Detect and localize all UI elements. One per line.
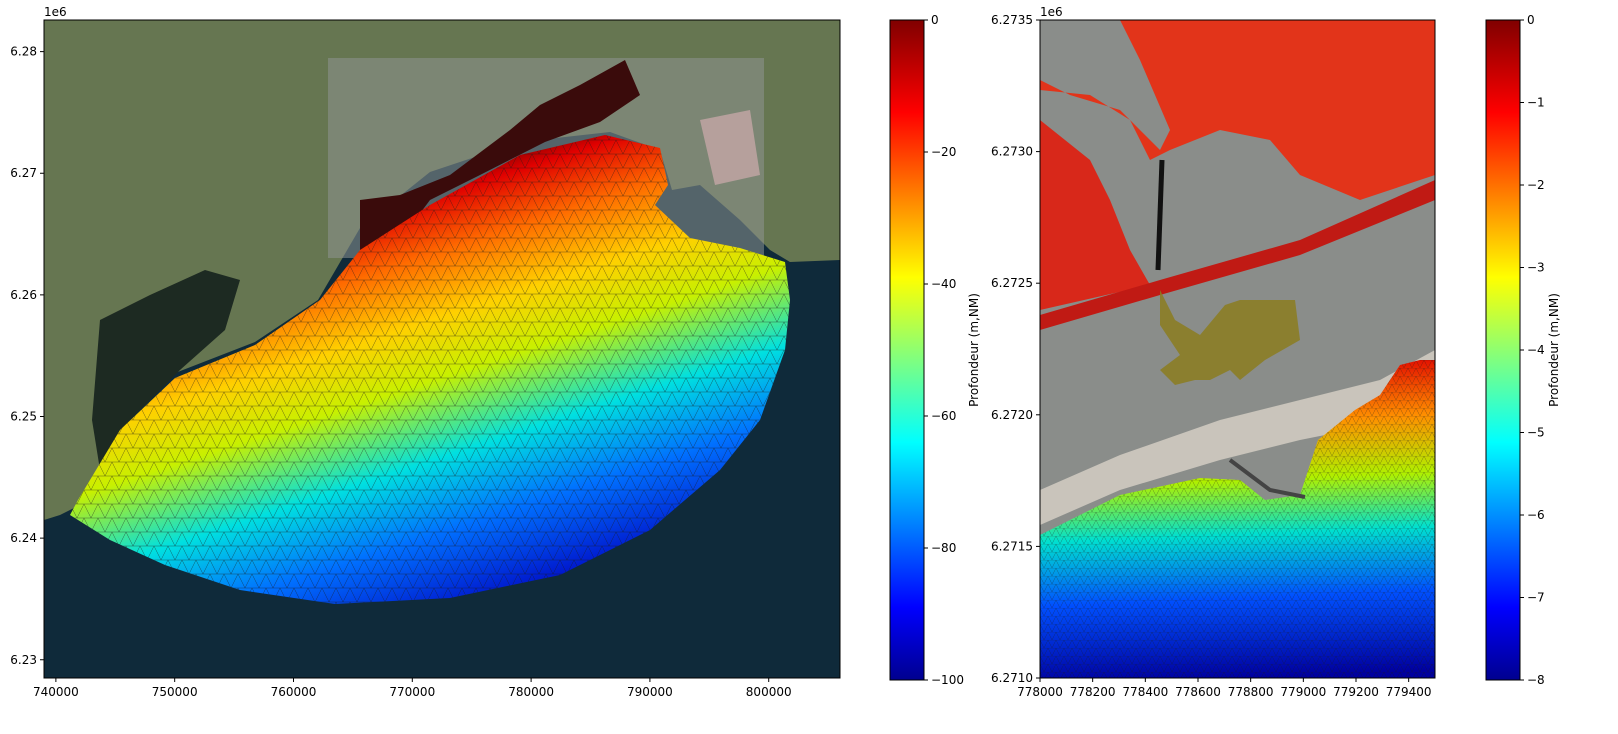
harbour-basin — [1160, 290, 1300, 385]
left-x-tick-label: 790000 — [627, 685, 673, 699]
right-x-tick-label: 779000 — [1280, 685, 1326, 699]
right-map-frame — [1039, 19, 1436, 679]
left-colorbar-label: Profondeur (m,NM) — [967, 293, 981, 407]
right-map-panel: 1e6 778000 778200 778400 778600 778800 779000… — [991, 5, 1436, 699]
left-colorbar-tick-label: −100 — [931, 673, 964, 687]
left-colorbar-tick-label: 0 — [931, 13, 939, 27]
left-colorbar-tick-label: −20 — [931, 145, 956, 159]
left-colorbar-tick-label: −40 — [931, 277, 956, 291]
right-x-tick-label: 778000 — [1017, 685, 1063, 699]
right-y-tick-label: 6.2730 — [991, 145, 1033, 159]
left-x-tick-label: 780000 — [508, 685, 554, 699]
right-colorbar-ticks: 0 −1 −2 −3 −4 −5 −6 −7 −8 — [1520, 13, 1545, 687]
right-x-tick-label: 778600 — [1175, 685, 1221, 699]
right-colorbar-tick-label: −3 — [1527, 261, 1545, 275]
right-y-tick-label: 6.2715 — [991, 539, 1033, 553]
left-x-tick-label: 770000 — [389, 685, 435, 699]
right-colorbar-tick-label: −6 — [1527, 508, 1545, 522]
beach-sand — [1040, 350, 1435, 525]
right-colorbar-tick-label: −2 — [1527, 178, 1545, 192]
right-colorbar-tick-label: −8 — [1527, 673, 1545, 687]
right-x-tick-label: 778800 — [1228, 685, 1274, 699]
left-y-tick-label: 6.27 — [10, 166, 37, 180]
left-y-tick-label: 6.23 — [10, 653, 37, 667]
right-y-tick-label: 6.2725 — [991, 276, 1033, 290]
right-y-tick-label: 6.2720 — [991, 408, 1033, 422]
right-colorbar-tick-label: −7 — [1527, 591, 1545, 605]
left-x-tick-label: 800000 — [746, 685, 792, 699]
left-x-tick-label: 760000 — [271, 685, 317, 699]
left-map-panel: 1e6 740000 750000 760000 770000 780000 790000… — [10, 5, 841, 699]
right-y-axis: 6.2710 6.2715 6.2720 6.2725 6.2730 6.2735 — [991, 13, 1040, 685]
left-colorbar: 0 −20 −40 −60 −80 −100 Profondeur (m,NM) — [889, 13, 981, 687]
left-colorbar-tick-label: −80 — [931, 541, 956, 555]
port-mesh-lines — [1040, 360, 1435, 678]
left-y-tick-label: 6.26 — [10, 288, 37, 302]
salt-pans — [700, 110, 760, 185]
right-x-tick-label: 779200 — [1333, 685, 1379, 699]
left-x-tick-label: 750000 — [152, 685, 198, 699]
right-colorbar-tick-label: −5 — [1527, 426, 1545, 440]
right-colorbar-gradient — [1486, 20, 1520, 680]
right-x-tick-label: 778400 — [1122, 685, 1168, 699]
right-x-axis: 778000 778200 778400 778600 778800 779000 7792… — [1017, 678, 1432, 699]
right-y-tick-label: 6.2710 — [991, 671, 1033, 685]
right-colorbar-tick-label: 0 — [1527, 13, 1535, 27]
bridge — [1155, 159, 1165, 271]
right-x-tick-label: 778200 — [1070, 685, 1116, 699]
right-y-tick-label: 6.2735 — [991, 13, 1033, 27]
jetty — [1228, 458, 1306, 499]
bay-mesh-lines — [70, 135, 790, 604]
right-colorbar: 0 −1 −2 −3 −4 −5 −6 −7 −8 Profondeur (m,NM) — [1485, 13, 1561, 687]
right-x-tick-label: 779400 — [1386, 685, 1432, 699]
right-y-offset-label: 1e6 — [1040, 5, 1063, 19]
lagoon-etang — [360, 60, 640, 250]
left-colorbar-ticks: 0 −20 −40 −60 −80 −100 — [924, 13, 964, 687]
northern-lagoon — [1040, 20, 1435, 200]
right-colorbar-label: Profondeur (m,NM) — [1547, 293, 1561, 407]
left-colorbar-gradient — [890, 20, 924, 680]
left-y-tick-label: 6.28 — [10, 45, 37, 59]
left-map-frame — [43, 19, 841, 679]
west-lagoon — [1040, 120, 1150, 310]
left-y-tick-label: 6.25 — [10, 410, 37, 424]
left-y-offset-label: 1e6 — [44, 5, 67, 19]
left-colorbar-tick-label: −60 — [931, 409, 956, 423]
land-area — [44, 20, 840, 520]
canal — [1040, 180, 1435, 330]
right-colorbar-tick-label: −4 — [1527, 343, 1545, 357]
left-x-axis: 740000 750000 760000 770000 780000 790000 8000… — [33, 678, 792, 699]
left-x-tick-label: 740000 — [33, 685, 79, 699]
left-y-tick-label: 6.24 — [10, 531, 37, 545]
right-colorbar-tick-label: −1 — [1527, 96, 1545, 110]
left-y-axis: 6.23 6.24 6.25 6.26 6.27 6.28 — [10, 45, 44, 667]
lagoon-west — [92, 270, 240, 470]
